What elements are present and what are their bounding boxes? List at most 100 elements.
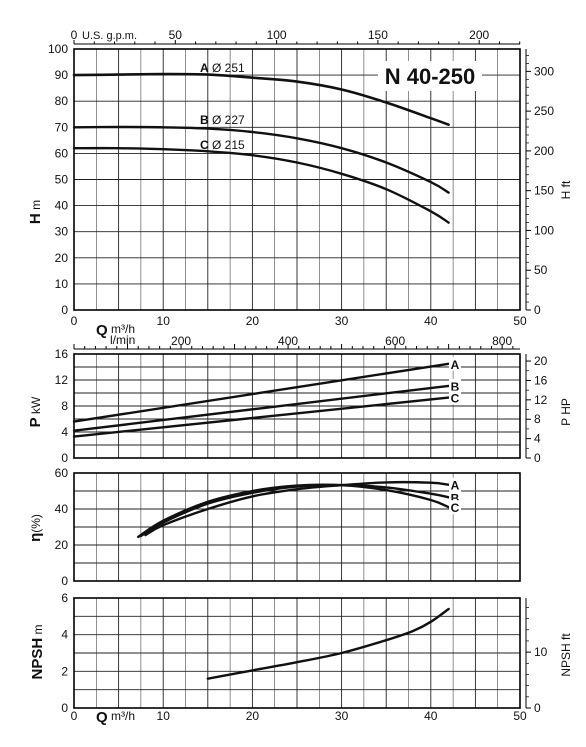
curve-label-c: C Ø 215	[200, 138, 245, 152]
y-tick-label: 20	[55, 251, 69, 265]
y-tick-label: 60	[55, 146, 69, 160]
php-tick-label: 20	[534, 354, 548, 368]
y-tick-label: 0	[61, 574, 68, 588]
title-box	[378, 61, 482, 91]
y-tick-label: 30	[55, 225, 69, 239]
gpm-tick-label: 200	[469, 28, 489, 42]
php-tick-label: 12	[534, 393, 548, 407]
hft-tick-label: 200	[534, 144, 554, 158]
eta-axis-title: η(%)	[27, 514, 44, 542]
y-tick-label: 4	[61, 628, 68, 642]
hft-axis-title: H ft	[559, 180, 573, 199]
php-tick-label: 0	[534, 451, 541, 465]
y-tick-label: 0	[61, 451, 68, 465]
q-axis-title: Q m³/h	[96, 709, 135, 726]
hft-tick-label: 50	[534, 263, 548, 277]
y-tick-label: 6	[61, 591, 68, 605]
x-tick-label: 40	[424, 314, 438, 328]
lmin-tick-label: 600	[385, 334, 405, 348]
x-tick-label: 0	[71, 314, 78, 328]
p-series-label-b: B	[451, 380, 460, 394]
plot-frame	[73, 48, 521, 311]
y-tick-label: 20	[55, 538, 69, 552]
y-tick-label: 0	[61, 303, 68, 317]
y-tick-label: 40	[55, 502, 69, 516]
x-tick-label: 10	[157, 314, 171, 328]
x-tick-label: 30	[335, 709, 349, 723]
x-tick-label: 50	[513, 314, 527, 328]
p-curve-a	[72, 362, 450, 423]
x-tick-label: 20	[246, 314, 260, 328]
y-tick-label: 70	[55, 120, 69, 134]
p-series-label-c: C	[451, 392, 460, 406]
x-tick-label: 40	[424, 709, 438, 723]
plot-frame	[73, 472, 521, 582]
gpm-axis-label: U.S. g.p.m.	[82, 30, 137, 42]
plot-frame	[73, 353, 521, 459]
x-tick-label: 0	[71, 709, 78, 723]
chart-title: N 40-250	[385, 64, 476, 89]
y-tick-label: 100	[48, 42, 68, 56]
npsh-axis-title: NPSH m	[29, 624, 46, 679]
y-tick-label: 12	[55, 373, 69, 387]
npshft-tick-label: 10	[534, 645, 548, 659]
lmin-tick-label: 800	[492, 334, 512, 348]
php-axis-title: P HP	[559, 398, 573, 426]
php-tick-label: 16	[534, 373, 548, 387]
curve-label-b: B Ø 227	[200, 113, 245, 127]
series-label-bg	[449, 477, 461, 492]
npshft-axis-title: NPSH ft	[559, 633, 573, 677]
h-curve-b	[72, 125, 450, 194]
npshft-tick-label: 0	[534, 701, 541, 715]
hft-tick-label: 300	[534, 64, 554, 78]
eta-series-label-b: B	[451, 491, 460, 505]
q-axis-title: Q m³/h	[96, 322, 135, 339]
hft-tick-label: 100	[534, 223, 554, 237]
x-tick-label: 10	[157, 709, 171, 723]
y-tick-label: 80	[55, 94, 69, 108]
lmin-tick-label: 400	[278, 334, 298, 348]
h-axis-title: H m	[27, 200, 44, 224]
gpm-tick-label: 100	[267, 28, 287, 42]
x-tick-label: 20	[246, 709, 260, 723]
hft-tick-label: 0	[534, 303, 541, 317]
eta-curve-a	[144, 480, 450, 537]
lmin-tick-label: 200	[171, 334, 191, 348]
x-tick-label: 30	[335, 314, 349, 328]
p-curve-c	[72, 396, 450, 438]
series-label-bg	[449, 500, 461, 515]
y-tick-label: 8	[61, 399, 68, 413]
eta-series-label-c: C	[451, 501, 460, 515]
y-tick-label: 10	[55, 277, 69, 291]
y-tick-label: 2	[61, 664, 68, 678]
y-tick-label: 16	[55, 347, 69, 361]
series-label-bg	[449, 356, 461, 371]
p-series-label-a: A	[451, 358, 460, 372]
y-tick-label: 50	[55, 173, 69, 187]
hft-tick-label: 250	[534, 104, 554, 118]
h-curve-c	[72, 146, 450, 224]
gpm-tick-label: 0	[71, 28, 78, 42]
php-tick-label: 8	[534, 412, 541, 426]
php-tick-label: 4	[534, 432, 541, 446]
gpm-tick-label: 150	[368, 28, 388, 42]
gpm-tick-label: 50	[169, 28, 183, 42]
curve-label-a: A Ø 251	[200, 61, 245, 75]
p-axis-title: P kW	[27, 396, 44, 427]
lmin-axis-label: l/min	[110, 333, 135, 347]
x-tick-label: 50	[513, 709, 527, 723]
y-tick-label: 40	[55, 199, 69, 213]
plot-frame	[73, 597, 521, 709]
npsh-curve	[206, 607, 450, 680]
hft-tick-label: 150	[534, 184, 554, 198]
y-tick-label: 60	[55, 466, 69, 480]
y-tick-label: 90	[55, 68, 69, 82]
y-tick-label: 4	[61, 425, 68, 439]
eta-series-label-a: A	[451, 479, 460, 493]
series-label-bg	[449, 378, 461, 393]
y-tick-label: 0	[61, 701, 68, 715]
series-label-bg	[449, 390, 461, 405]
eta-curve-c	[137, 483, 450, 539]
